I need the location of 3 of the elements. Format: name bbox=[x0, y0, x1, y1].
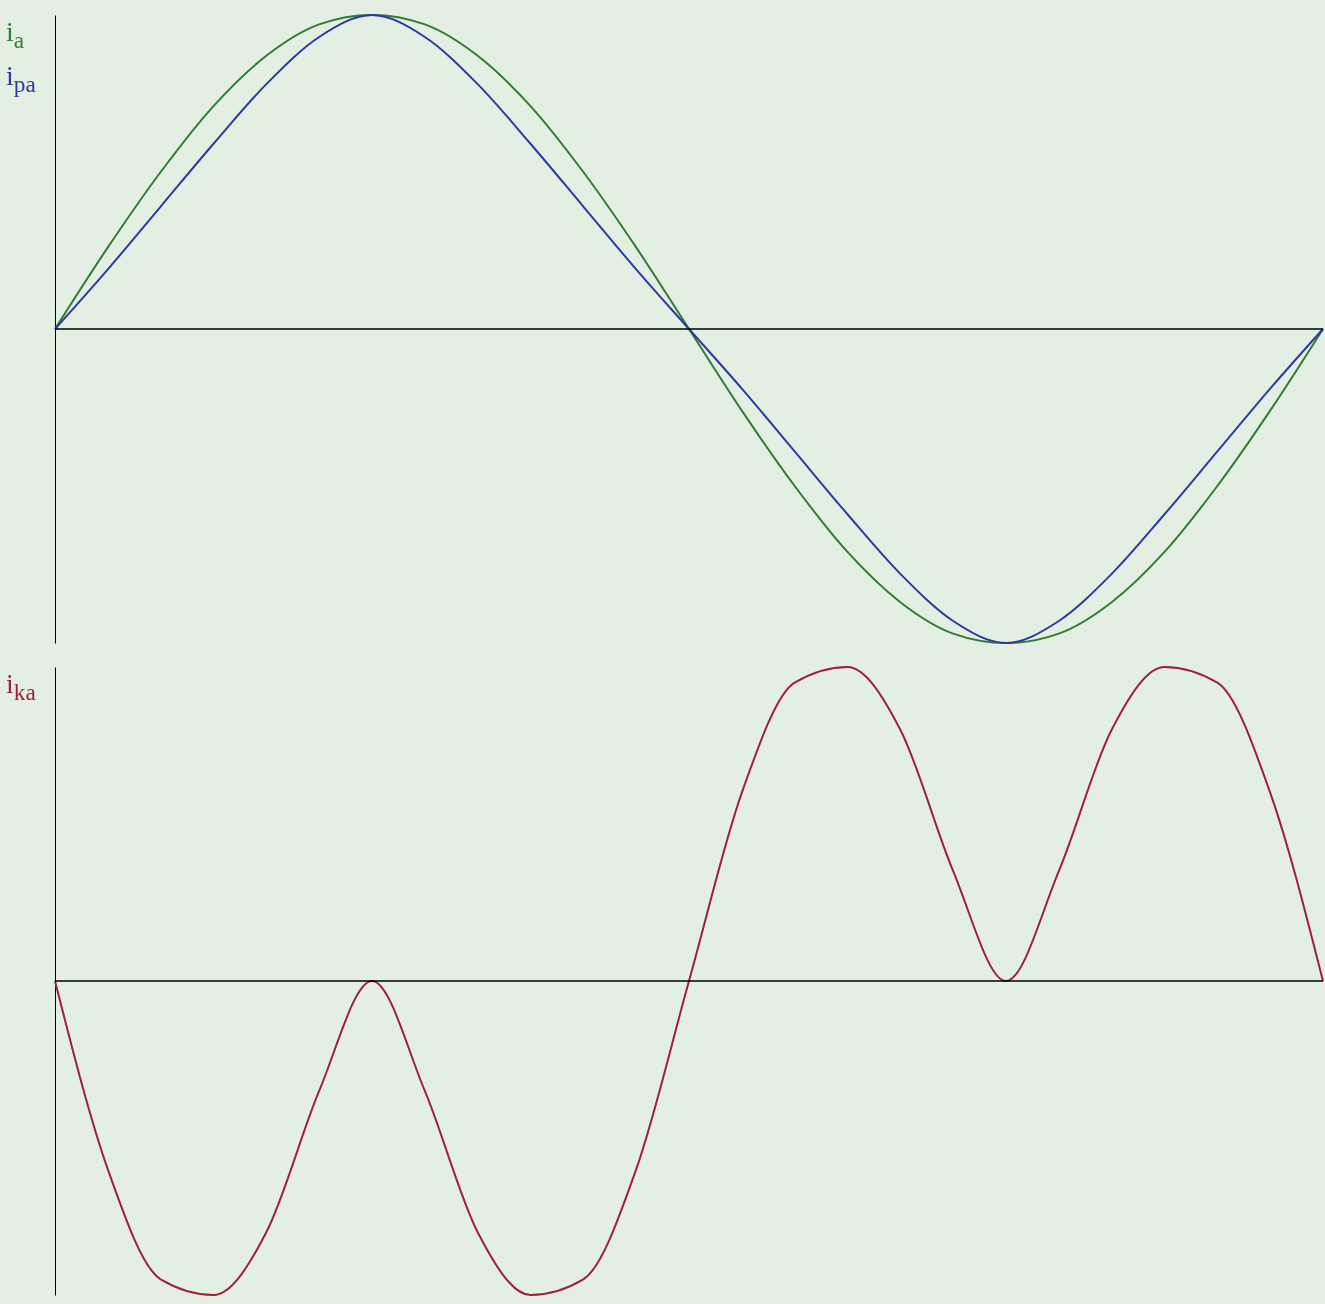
text: i$_{a}$ bbox=[6, 15, 26, 55]
text: i$_{pa}$ bbox=[6, 58, 36, 99]
text: i$_{ka}$ bbox=[6, 667, 36, 707]
